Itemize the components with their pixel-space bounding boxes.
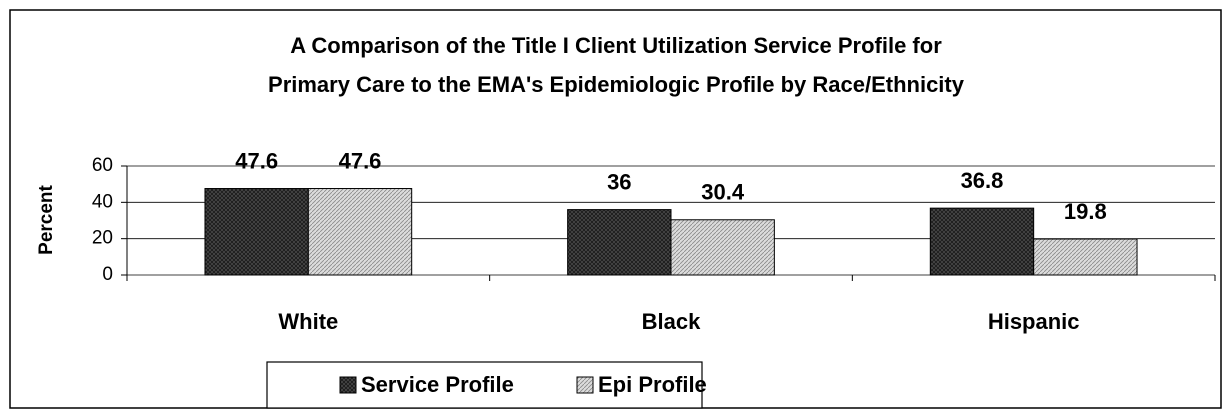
bar [670,219,775,276]
x-tick-label: Black [642,309,701,334]
data-label: 19.8 [1064,199,1107,224]
bar [1033,238,1138,276]
data-label: 36.8 [961,168,1004,193]
data-label: 36 [607,169,631,194]
y-tick-label: 0 [102,264,113,285]
legend-swatch [339,376,357,394]
bar [567,209,672,276]
chart-border [9,9,1222,409]
y-tick-label: 60 [92,155,113,176]
y-tick-label: 40 [92,191,113,212]
x-tick-label: Hispanic [988,309,1080,334]
x-tick-label: White [278,309,338,334]
bar [307,188,413,276]
data-label: 30.4 [701,180,745,205]
data-label: 47.6 [235,148,278,173]
chart-title: Primary Care to the EMA's Epidemiologic … [268,72,965,97]
y-tick-label: 20 [92,228,113,249]
legend-label: Service Profile [361,372,514,397]
bar [204,188,309,276]
legend-label: Epi Profile [598,372,707,397]
y-axis-label: Percent [36,184,57,254]
chart-title: A Comparison of the Title I Client Utili… [290,33,942,58]
data-label: 47.6 [339,148,382,173]
legend-swatch [576,376,594,394]
bar [929,207,1035,276]
